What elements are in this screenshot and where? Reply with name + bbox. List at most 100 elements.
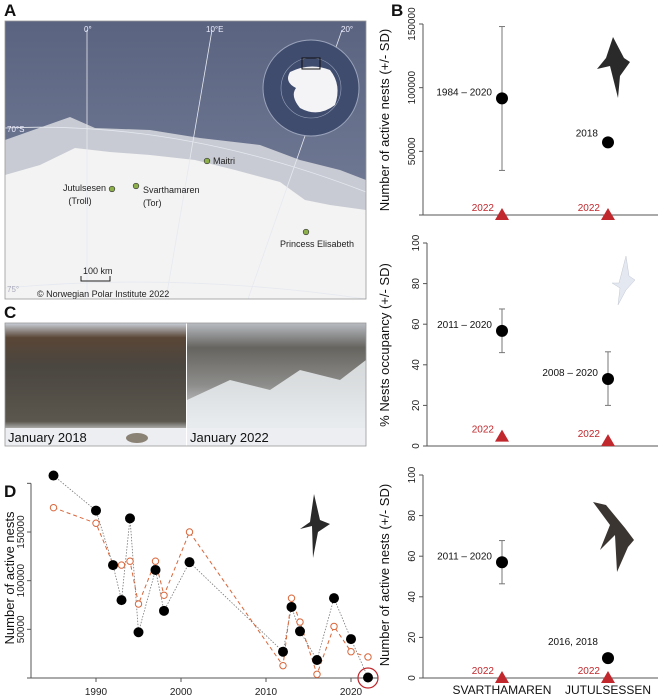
map-land: [5, 148, 366, 299]
y-tick-label: 0: [411, 443, 422, 449]
data-point-black: [48, 470, 59, 481]
station-maitri: Maitri: [203, 156, 235, 166]
petrel-d-icon: [300, 494, 330, 558]
y-tick-label: 40: [407, 591, 418, 603]
scale-bar: 100 km: [80, 266, 113, 282]
panel-label-a: A: [4, 1, 16, 20]
y-tick-label: 40: [411, 359, 422, 371]
y-tick-label: 60: [411, 318, 422, 330]
y-tick-label: 80: [411, 278, 422, 290]
station-label: Princess Elisabeth: [280, 239, 354, 249]
station-svarthamaren: Svarthamaren (Tor): [132, 182, 200, 208]
data-point-black: [346, 634, 356, 645]
x-tick-label: 2020: [340, 687, 363, 698]
y-tick-label: 50000: [16, 615, 27, 643]
data-point-black: [184, 557, 195, 568]
triangle-2022: [601, 434, 615, 447]
mean-point: [602, 136, 614, 149]
label-2022: 2022: [472, 203, 495, 214]
photo-caption: January 2022: [190, 430, 269, 445]
y-tick-label: 150000: [407, 7, 418, 41]
y-tick-label: 60: [407, 550, 418, 562]
triangle-2022: [601, 208, 615, 220]
data-point-black: [278, 646, 288, 657]
y-axis-label: Number of active nests (+/- SD): [377, 29, 392, 211]
station-jutulsesen: Jutulsesen (Troll): [63, 183, 116, 206]
data-point-orange: [117, 561, 126, 569]
data-point-black: [91, 505, 101, 516]
graticule-label-70s: 70°S: [7, 125, 24, 134]
scale-bar-label: 100 km: [83, 266, 113, 276]
photo-caption: January 2018: [8, 430, 87, 445]
photo-january-2022: January 2022: [187, 323, 366, 446]
x-tick-label: 1990: [85, 687, 108, 698]
triangle-2022: [495, 429, 509, 442]
mean-point: [602, 652, 614, 665]
data-point-black: [312, 654, 322, 665]
skua-icon: [593, 502, 634, 572]
point-label: 2008 – 2020: [542, 368, 598, 379]
data-point-orange: [313, 670, 321, 679]
data-point-black: [329, 593, 339, 604]
data-point-orange: [134, 600, 143, 608]
graticule-label-10e: 10°E: [206, 25, 223, 34]
data-point-orange: [160, 591, 168, 599]
station-label: Jutulsesen: [63, 183, 106, 193]
y-axis-label: Number of active nests: [2, 511, 17, 644]
y-axis-label: Number of active nests (+/- SD): [377, 484, 392, 666]
category-label: JUTULSESSEN: [565, 683, 651, 697]
triangle-2022: [601, 671, 615, 683]
y-tick-label: 80: [407, 510, 418, 522]
data-point-orange: [287, 594, 296, 602]
photo-panel: January 2018 January 2022: [4, 322, 367, 447]
data-point-orange: [296, 618, 304, 626]
chart-d: 50000 100000 150000 1990 2000 2010 2020 Number …: [2, 470, 379, 698]
mean-point: [496, 92, 508, 105]
point-label: 1984 – 2020: [436, 87, 492, 98]
inset-extent-box: [301, 57, 321, 70]
y-tick-label: 0: [407, 675, 418, 681]
data-point-black: [150, 564, 161, 575]
x-tick-label: 2000: [170, 687, 193, 698]
y-tick-label: 100: [407, 466, 418, 483]
y-tick-label: 20: [407, 631, 418, 643]
data-point-orange: [279, 661, 287, 670]
data-point-orange: [151, 557, 160, 565]
photo-january-2018: January 2018: [5, 323, 186, 446]
mean-point: [496, 556, 508, 569]
mean-point: [602, 373, 614, 386]
y-tick-label: 100000: [407, 71, 418, 105]
label-2022: 2022: [472, 425, 495, 436]
station-sublabel: (Tor): [143, 198, 162, 208]
station-label: Maitri: [213, 156, 235, 166]
snow-petrel-white-icon: [611, 255, 636, 306]
panel-label-c: C: [4, 303, 16, 322]
data-point-orange: [126, 557, 134, 565]
data-point-orange: [185, 528, 194, 536]
series-line-black: [53, 475, 369, 678]
triangle-2022: [495, 208, 509, 220]
label-2022: 2022: [472, 666, 495, 677]
label-2022: 2022: [578, 203, 601, 214]
snow-petrel-dark-icon: [597, 37, 630, 98]
inset-antarctica-map: [262, 39, 360, 137]
data-point-black: [125, 513, 135, 524]
y-tick-label: 50000: [407, 137, 418, 165]
data-point-orange: [347, 648, 355, 656]
data-point-black: [133, 627, 144, 638]
panel-label-b: B: [391, 1, 403, 20]
chart-b3: 0 20 40 60 80 100 Number of active nests (+/- …: [377, 466, 658, 697]
map-panel: 0° 10°E 20° 70°S 75° Maitri Jutulsesen (…: [4, 20, 367, 300]
y-axis-label: % Nests occupancy (+/- SD): [377, 263, 392, 427]
data-point-black: [159, 605, 169, 616]
graticule-label-75: 75°: [7, 285, 19, 294]
series-line-orange: [53, 507, 369, 676]
highlight-circle: [357, 667, 379, 689]
data-point-black: [286, 601, 297, 612]
station-sublabel: (Troll): [68, 196, 91, 206]
y-tick-label: 100: [411, 234, 422, 251]
station-label: Svarthamaren: [143, 185, 200, 195]
y-tick-label: 20: [411, 399, 422, 411]
